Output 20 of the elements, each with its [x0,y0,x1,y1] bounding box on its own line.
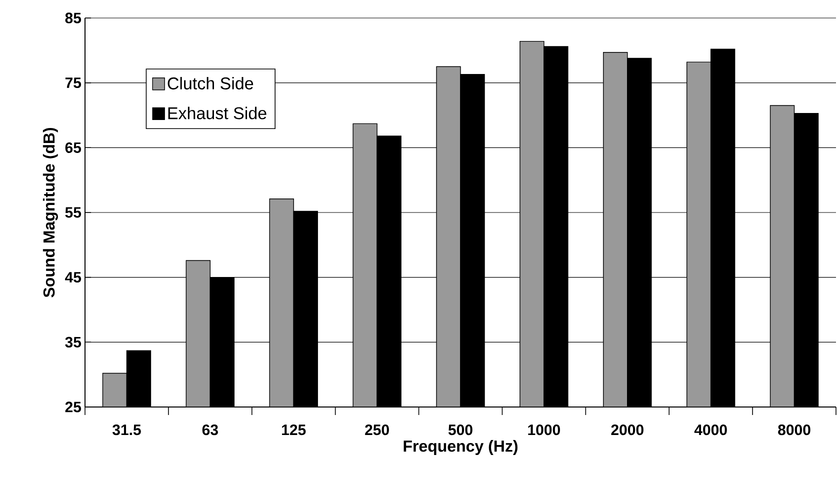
x-tick-label: 63 [202,424,218,436]
y-tick-label: 75 [65,78,82,88]
legend-label: Clutch Side [168,76,254,90]
y-tick-label: 45 [65,272,82,283]
x-tick-label: 2000 [611,424,644,436]
x-tick-label: 250 [365,424,389,436]
y-tick-label: 55 [65,207,82,218]
x-tick-label: 31.5 [112,424,141,436]
x-tick-label: 8000 [778,424,810,436]
y-tick-label: 25 [65,402,82,412]
x-tick-label: 4000 [694,424,727,436]
x-tick-label: 1000 [528,424,560,436]
legend-label: Exhaust Side [168,106,266,120]
y-axis-title: Sound Magnitude (dB) [42,128,58,298]
x-tick-label: 125 [282,424,306,436]
y-tick-label: 65 [65,142,82,153]
x-axis-title: Frequency (Hz) [404,440,518,455]
y-tick-label: 85 [65,12,82,24]
y-tick-label: 35 [65,336,82,348]
x-tick-label: 500 [448,424,472,436]
